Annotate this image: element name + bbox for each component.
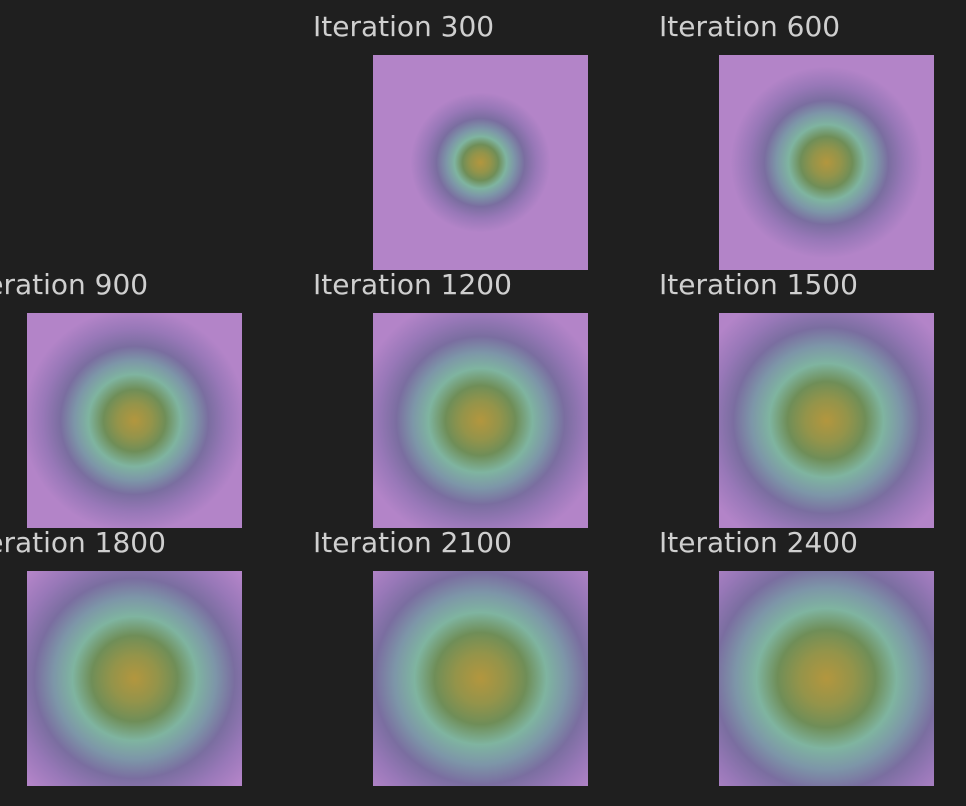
panel-title: Iteration 900: [0, 268, 149, 301]
panel-title: Iteration 600: [659, 10, 841, 43]
panel-title: Iteration 1800: [0, 526, 166, 559]
panel-title: Iteration 2400: [659, 526, 858, 559]
ring-pattern-image: [27, 313, 242, 528]
ring-pattern-image: [373, 571, 588, 786]
panel-title: Iteration 1200: [313, 268, 512, 301]
ring-pattern-image: [719, 55, 934, 270]
ring-pattern-image: [27, 571, 242, 786]
panel-title: Iteration 1500: [659, 268, 858, 301]
ring-pattern-image: [373, 55, 588, 270]
ring-pattern-image: [373, 313, 588, 528]
panel-title: Iteration 300: [313, 10, 495, 43]
ring-pattern-image: [719, 313, 934, 528]
ring-pattern-image: [719, 571, 934, 786]
panel-title: Iteration 2100: [313, 526, 512, 559]
